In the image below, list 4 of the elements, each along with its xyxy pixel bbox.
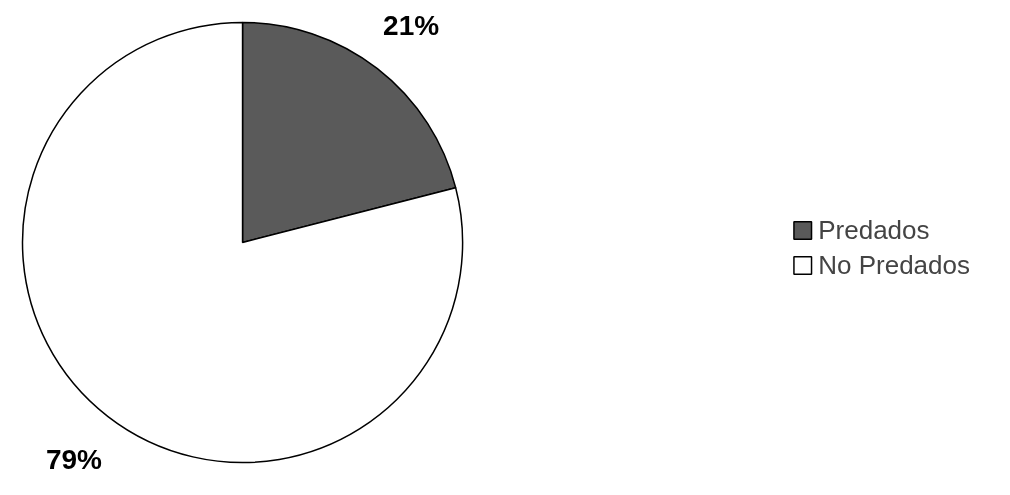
legend-label: No Predados (818, 249, 970, 281)
data-label: 21% (383, 9, 440, 41)
legend-label: Predados (818, 214, 930, 246)
data-label: 79% (45, 444, 103, 476)
